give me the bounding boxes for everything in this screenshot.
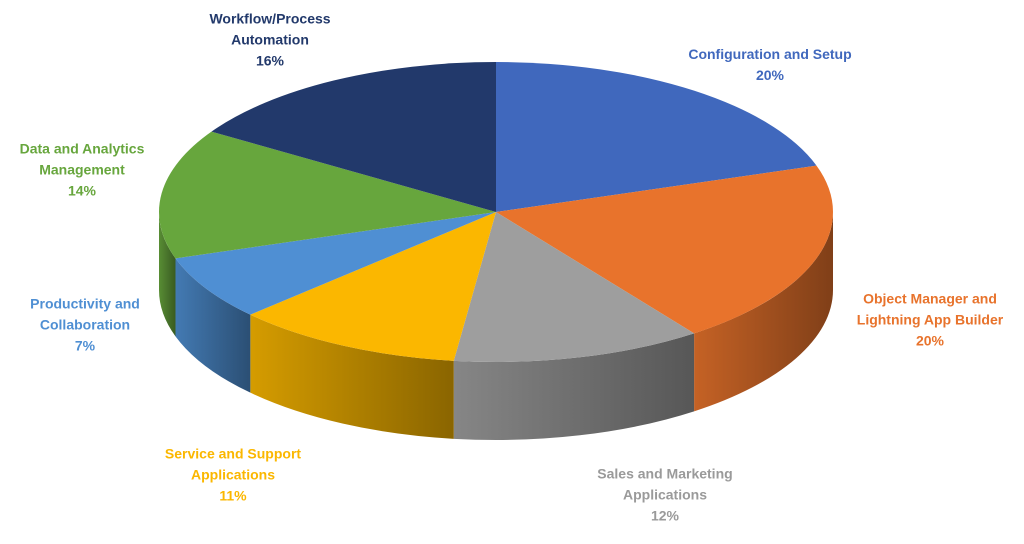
slice-side <box>175 258 251 393</box>
slice-side <box>453 333 695 440</box>
slice <box>496 62 817 212</box>
category-name: Data and Analytics Management <box>19 140 145 178</box>
slice-side <box>694 212 833 412</box>
slice <box>175 212 496 315</box>
data-label: Data and Analytics Management 14% <box>7 139 157 202</box>
slice <box>453 212 695 362</box>
data-label: Productivity and Collaboration 7% <box>18 294 153 357</box>
category-name: Object Manager and Lightning App Builder <box>856 290 1004 328</box>
data-label: Workflow/Process Automation 16% <box>200 9 340 72</box>
value-label: 20% <box>755 67 785 83</box>
data-label: Object Manager and Lightning App Builder… <box>843 289 1018 352</box>
slice <box>250 212 496 361</box>
slice-side <box>250 314 454 439</box>
slice-side <box>159 212 176 337</box>
data-label: Sales and Marketing Applications 12% <box>583 464 748 527</box>
value-label: 7% <box>74 337 96 354</box>
data-label: Service and Support Applications 11% <box>151 444 316 507</box>
category-name: Configuration and Setup <box>688 46 852 62</box>
value-label: 12% <box>650 507 680 524</box>
category-name: Workflow/Process Automation <box>209 10 331 48</box>
slice <box>496 165 834 334</box>
slice <box>159 131 496 259</box>
category-name: Service and Support Applications <box>164 445 302 483</box>
data-label: Configuration and Setup 20% <box>655 44 885 86</box>
value-label: 11% <box>219 487 247 504</box>
value-label: 16% <box>255 52 285 69</box>
category-name: Sales and Marketing Applications <box>597 465 733 503</box>
value-label: 14% <box>67 182 97 199</box>
category-name: Productivity and Collaboration <box>30 295 140 333</box>
slice <box>211 62 496 212</box>
value-label: 20% <box>915 332 945 349</box>
